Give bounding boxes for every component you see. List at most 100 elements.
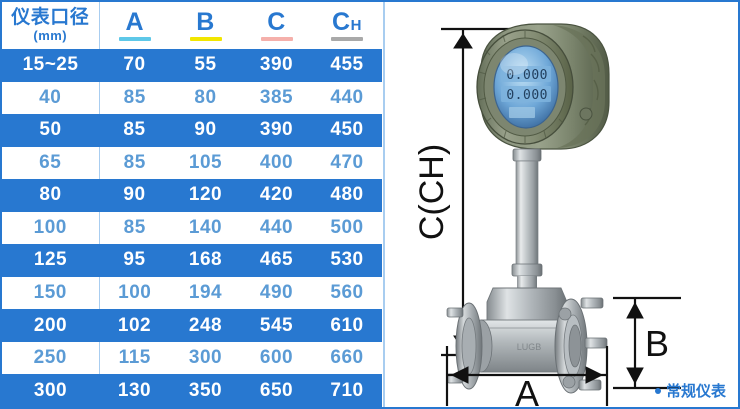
dimension-b xyxy=(613,296,681,390)
lcd-line-1: 0.000 xyxy=(506,68,548,83)
cell-a: 100 xyxy=(99,276,170,310)
cell-a: 70 xyxy=(99,49,170,82)
cell-c: 440 xyxy=(241,211,312,245)
cell-a: 115 xyxy=(99,341,170,375)
cell-ch: 480 xyxy=(312,179,382,212)
cell-c: 385 xyxy=(241,81,312,115)
cell-dn: 100 xyxy=(2,211,100,245)
cell-dn: 50 xyxy=(2,114,99,147)
header-cell-ch: CH xyxy=(312,2,382,49)
cell-a: 95 xyxy=(99,244,170,277)
table-row: 65 85 105 400 470 xyxy=(2,146,382,180)
cell-dn: 125 xyxy=(2,244,99,277)
header-label-ch: CH xyxy=(332,7,362,36)
table-row: 80 90 120 420 480 xyxy=(2,179,382,212)
cell-c: 490 xyxy=(241,276,312,310)
lcd-line-2: 0.000 xyxy=(506,88,548,103)
cell-ch: 440 xyxy=(312,81,382,115)
flange-bolts-right xyxy=(558,297,608,391)
dimension-b-label: B xyxy=(645,323,669,364)
dimension-table-panel: 仪表口径 (mm) A B C xyxy=(2,2,382,407)
cell-dn: 80 xyxy=(2,179,99,212)
header-label-a: A xyxy=(125,7,145,36)
table-row: 200 102 248 545 610 xyxy=(2,309,382,342)
cell-ch: 500 xyxy=(312,211,382,245)
cell-ch: 470 xyxy=(312,146,382,180)
table-row: 125 95 168 465 530 xyxy=(2,244,382,277)
cell-b: 120 xyxy=(170,179,241,212)
cell-dn: 150 xyxy=(2,276,100,310)
cell-b: 248 xyxy=(170,309,241,342)
cell-c: 390 xyxy=(241,49,312,82)
caption-text: 常规仪表 xyxy=(665,383,726,400)
cell-c: 600 xyxy=(241,341,312,375)
header-label-c: C xyxy=(267,7,286,36)
cell-ch: 710 xyxy=(312,374,382,407)
cell-ch: 560 xyxy=(312,276,382,310)
svg-text:LUGB: LUGB xyxy=(517,342,542,352)
table-row: 50 85 90 390 450 xyxy=(2,114,382,147)
header-diameter-label: 仪表口径 xyxy=(11,7,90,29)
cell-dn: 300 xyxy=(2,374,99,407)
cell-a: 85 xyxy=(99,146,170,180)
table-row: 15~25 70 55 390 455 xyxy=(2,49,382,82)
cell-b: 350 xyxy=(170,374,241,407)
cell-a: 85 xyxy=(99,114,170,147)
cell-a: 130 xyxy=(99,374,170,407)
table-body: 15~25 70 55 390 455 40 85 80 385 440 50 85 90 390 450 6… xyxy=(2,49,382,407)
cell-ch: 450 xyxy=(312,114,382,147)
header-underline-ch xyxy=(331,37,363,41)
cell-b: 168 xyxy=(170,244,241,277)
cell-b: 90 xyxy=(170,114,241,147)
dimension-c-ch-label: C(CH) xyxy=(413,144,451,240)
cell-c: 465 xyxy=(241,244,312,277)
cell-a: 102 xyxy=(99,309,170,342)
vortex-flowmeter-diagram: C(CH) xyxy=(413,23,681,407)
cell-b: 140 xyxy=(170,211,241,245)
header-label-b: B xyxy=(196,7,215,36)
figure-caption: 常规仪表 xyxy=(654,380,726,401)
cell-c: 420 xyxy=(241,179,312,212)
header-cell-b: B xyxy=(170,2,241,49)
device-photo-panel: C(CH) xyxy=(385,2,738,407)
header-cell-a: A xyxy=(99,2,170,49)
cell-dn: 65 xyxy=(2,146,100,180)
cell-c: 400 xyxy=(241,146,312,180)
cell-b: 80 xyxy=(170,81,241,115)
header-cell-diameter: 仪表口径 (mm) xyxy=(2,2,100,49)
cell-ch: 530 xyxy=(312,244,382,277)
cell-ch: 610 xyxy=(312,309,382,342)
table-row: 300 130 350 650 710 xyxy=(2,374,382,407)
cell-a: 90 xyxy=(99,179,170,212)
cell-dn: 40 xyxy=(2,81,100,115)
cell-a: 85 xyxy=(99,81,170,115)
dimension-a-label: A xyxy=(515,373,539,407)
table-row: 250 115 300 600 660 xyxy=(2,341,382,375)
stem-pipe xyxy=(511,148,543,288)
cell-a: 85 xyxy=(99,211,170,245)
transmitter-head: 0.000 0.000 xyxy=(476,23,610,150)
flowmeter-body: LUGB xyxy=(446,287,608,394)
table-header-row: 仪表口径 (mm) A B C xyxy=(2,2,382,49)
table-row: 100 85 140 440 500 xyxy=(2,211,382,245)
header-label-ch-main: C xyxy=(332,7,351,36)
table-row: 150 100 194 490 560 xyxy=(2,276,382,310)
dimension-a xyxy=(445,346,609,406)
header-underline-c xyxy=(260,37,293,41)
cell-b: 300 xyxy=(170,341,241,375)
table-row: 40 85 80 385 440 xyxy=(2,81,382,115)
cell-ch: 455 xyxy=(312,49,382,82)
cell-dn: 200 xyxy=(2,309,99,342)
header-label-ch-sub: H xyxy=(350,16,362,34)
cell-b: 55 xyxy=(170,49,241,82)
bullet-icon xyxy=(654,387,661,394)
cell-c: 545 xyxy=(241,309,312,342)
cell-dn: 15~25 xyxy=(2,49,99,82)
cell-dn: 250 xyxy=(2,341,100,375)
table-header: 仪表口径 (mm) A B C xyxy=(2,2,382,49)
cell-c: 650 xyxy=(241,374,312,407)
header-diameter-unit: (mm) xyxy=(33,28,68,44)
header-underline-b xyxy=(189,37,222,41)
cell-ch: 660 xyxy=(312,341,382,375)
